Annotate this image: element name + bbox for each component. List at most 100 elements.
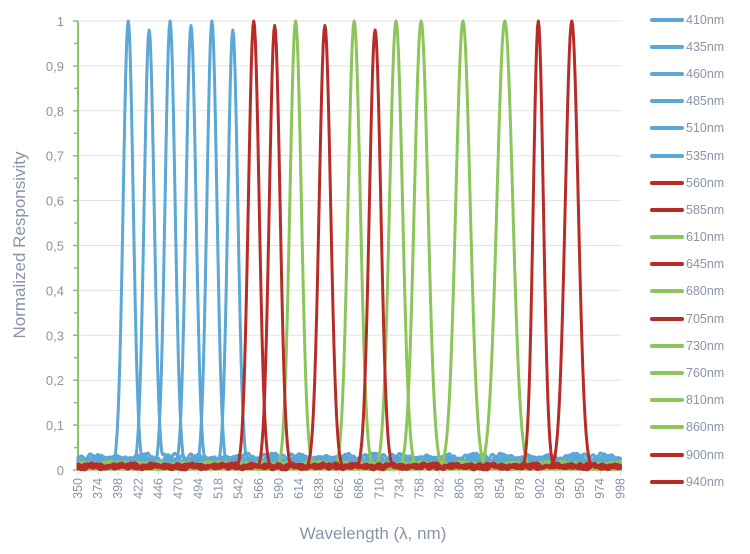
x-tick-label: 758 [412,478,426,499]
legend-swatch-icon [650,207,684,212]
y-tick-label: 0 [57,463,64,478]
y-tick-label: 0,2 [46,373,64,388]
legend-swatch-icon [650,425,684,430]
legend-item: 510nm [650,115,750,142]
legend-item: 730nm [650,332,750,359]
legend-label: 705nm [686,311,725,326]
x-tick-label: 878 [513,478,527,499]
legend-label: 760nm [686,366,725,381]
x-tick-label: 926 [553,478,567,499]
legend-label: 560nm [686,175,725,190]
legend-label: 645nm [686,257,725,272]
x-tick-label: 950 [573,478,587,499]
x-tick-label: 710 [372,478,386,499]
legend-item: 645nm [650,251,750,278]
legend-swatch-icon [650,262,684,267]
y-tick-label: 0,1 [46,418,64,433]
x-tick-label: 830 [473,478,487,499]
legend-swatch-icon [650,71,684,76]
legend-item: 610nm [650,224,750,251]
y-tick-label: 0,8 [46,104,64,119]
x-tick-label: 590 [272,478,286,499]
x-tick-label: 902 [533,478,547,499]
legend-item: 585nm [650,196,750,223]
x-tick-label: 446 [151,478,165,499]
legend-swatch-icon [650,235,684,240]
x-tick-label: 854 [493,478,507,499]
x-tick-label: 542 [232,478,246,499]
legend-item: 535nm [650,142,750,169]
legend-item: 940nm [650,468,750,495]
legend-swatch-icon [650,452,684,457]
series-line-535nm [76,28,622,469]
legend-label: 940nm [686,474,725,489]
x-tick-label: 350 [71,478,85,499]
y-tick-label: 0,3 [46,328,64,343]
y-tick-label: 0,9 [46,59,64,74]
legend-swatch-icon [650,343,684,348]
legend-swatch-icon [650,44,684,49]
legend-item: 760nm [650,359,750,386]
x-axis-title: Wavelength (λ, nm) [299,524,447,543]
x-tick-label: 422 [131,478,145,499]
legend-swatch-icon [650,17,684,22]
x-tick-label: 494 [192,478,206,499]
legend-item: 680nm [650,278,750,305]
legend-swatch-icon [650,371,684,376]
x-tick-label: 518 [212,478,226,499]
legend-label: 410nm [686,12,725,27]
legend-label: 610nm [686,230,725,245]
y-axis-title: Normalized Responsivity [10,151,29,339]
x-tick-label: 566 [252,478,266,499]
legend-label: 535nm [686,148,725,163]
legend-item: 485nm [650,88,750,115]
y-tick-label: 0,6 [46,194,64,209]
legend-swatch-icon [650,99,684,104]
series-line-940nm [76,19,622,472]
legend-item: 860nm [650,414,750,441]
x-tick-label: 806 [453,478,467,499]
legend-swatch-icon [650,153,684,158]
legend-swatch-icon [650,180,684,185]
legend-label: 460nm [686,66,725,81]
legend-item: 410nm [650,6,750,33]
legend-swatch-icon [650,289,684,294]
legend-item: 810nm [650,387,750,414]
legend-swatch-icon [650,398,684,403]
series-line-460nm [76,19,622,469]
legend-label: 680nm [686,284,725,299]
x-tick-label: 662 [332,478,346,499]
legend-label: 585nm [686,202,725,217]
legend-label: 810nm [686,393,725,408]
legend-label: 730nm [686,338,725,353]
legend: 410nm 435nm 460nm 485nm 510nm 535nm 560nm 585nm… [650,6,750,495]
legend-label: 485nm [686,94,725,109]
legend-swatch-icon [650,316,684,321]
legend-item: 900nm [650,441,750,468]
x-tick-label: 998 [613,478,627,499]
y-tick-label: 0,5 [46,239,64,254]
x-tick-label: 470 [171,478,185,499]
x-tick-label: 974 [593,478,607,499]
legend-label: 900nm [686,447,725,462]
legend-swatch-icon [650,479,684,484]
x-tick-label: 398 [111,478,125,499]
legend-item: 560nm [650,169,750,196]
legend-label: 510nm [686,121,725,136]
legend-item: 435nm [650,33,750,60]
x-tick-label: 614 [292,478,306,499]
y-tick-label: 1 [57,14,64,29]
y-tick-label: 0,4 [46,283,64,298]
legend-item: 460nm [650,60,750,87]
legend-swatch-icon [650,126,684,131]
x-tick-label: 638 [312,478,326,499]
x-tick-label: 734 [392,478,406,499]
legend-item: 705nm [650,305,750,332]
legend-label: 860nm [686,420,725,435]
x-tick-label: 686 [352,478,366,499]
y-tick-label: 0,7 [46,149,64,164]
x-tick-label: 374 [91,478,105,499]
legend-label: 435nm [686,39,725,54]
